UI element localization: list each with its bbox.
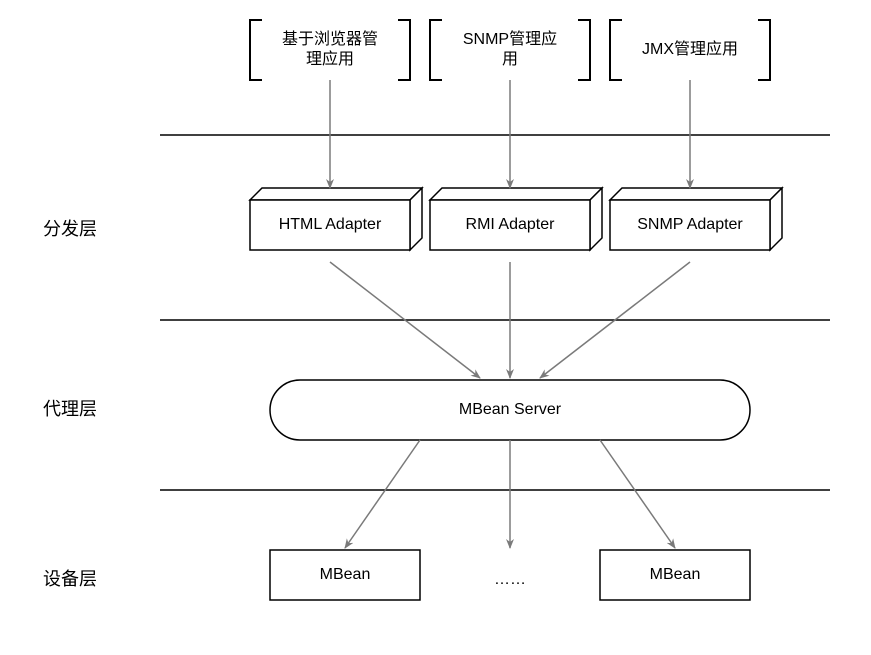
mbean-ellipsis: …… <box>494 571 526 588</box>
layer-label-distribution: 分发层 <box>43 219 97 239</box>
node-jmx-app: JMX管理应用 <box>610 20 770 80</box>
svg-text:基于浏览器管: 基于浏览器管 <box>282 30 378 48</box>
node-browser-app: 基于浏览器管理应用 <box>250 20 410 80</box>
svg-text:RMI Adapter: RMI Adapter <box>466 216 556 233</box>
svg-text:JMX管理应用: JMX管理应用 <box>642 39 738 58</box>
svg-text:MBean Server: MBean Server <box>459 401 562 418</box>
node-snmp-adapter: SNMP Adapter <box>610 188 782 250</box>
svg-text:SNMP管理应: SNMP管理应 <box>463 29 557 48</box>
node-mbean-server: MBean Server <box>270 380 750 440</box>
node-mbean-left: MBean <box>270 550 420 600</box>
arrow-server-left <box>345 440 420 548</box>
arrow-server-right <box>600 440 675 548</box>
svg-text:用: 用 <box>502 51 518 68</box>
node-html-adapter: HTML Adapter <box>250 188 422 250</box>
layer-label-agent: 代理层 <box>43 399 97 419</box>
node-mbean-right: MBean <box>600 550 750 600</box>
svg-text:MBean: MBean <box>650 566 701 583</box>
svg-text:MBean: MBean <box>320 566 371 583</box>
svg-text:SNMP Adapter: SNMP Adapter <box>637 216 743 233</box>
svg-text:HTML Adapter: HTML Adapter <box>279 216 382 233</box>
node-snmp-app: SNMP管理应用 <box>430 20 590 80</box>
jmx-architecture-diagram: 分发层代理层设备层 基于浏览器管理应用 SNMP管理应用 JMX管理应用 HTML Ad… <box>0 0 871 650</box>
svg-text:理应用: 理应用 <box>306 49 354 68</box>
node-rmi-adapter: RMI Adapter <box>430 188 602 250</box>
layer-label-device: 设备层 <box>43 569 97 589</box>
